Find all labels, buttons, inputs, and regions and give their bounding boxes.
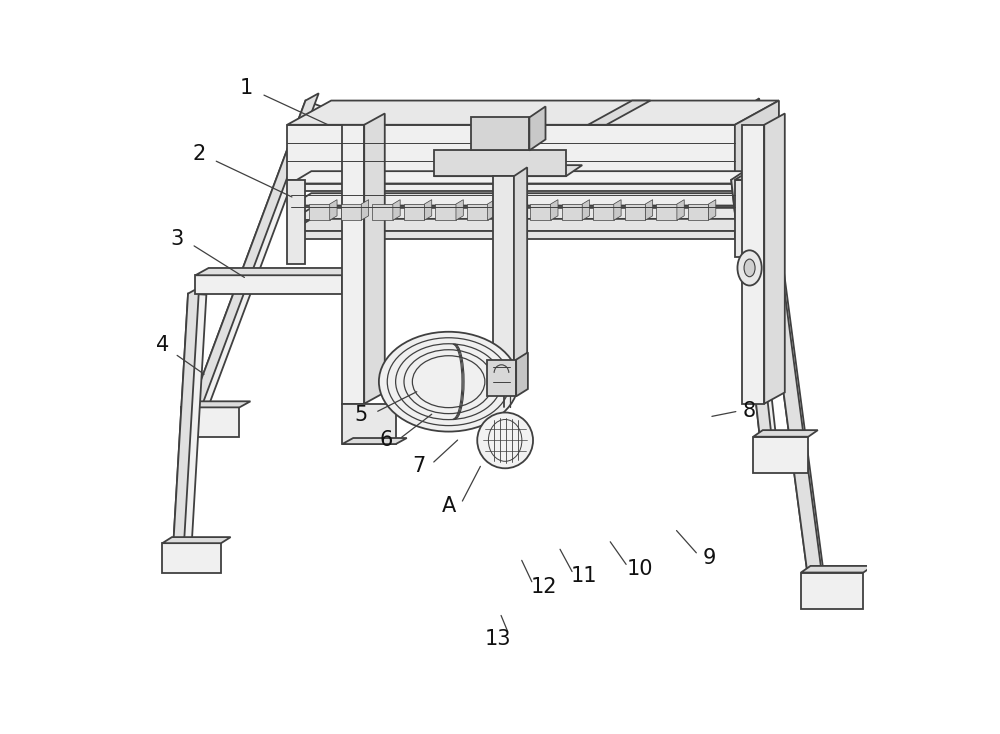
Polygon shape <box>342 438 407 444</box>
Polygon shape <box>181 407 239 437</box>
Polygon shape <box>516 352 528 396</box>
Polygon shape <box>291 171 755 184</box>
Polygon shape <box>456 200 463 220</box>
Polygon shape <box>488 200 495 220</box>
Polygon shape <box>529 106 546 150</box>
Polygon shape <box>735 167 774 180</box>
Polygon shape <box>645 200 653 220</box>
Polygon shape <box>364 114 385 404</box>
Text: 3: 3 <box>170 228 184 249</box>
Polygon shape <box>162 543 221 573</box>
Polygon shape <box>162 537 231 543</box>
Polygon shape <box>291 231 735 239</box>
Polygon shape <box>287 101 779 125</box>
Polygon shape <box>195 268 355 275</box>
Polygon shape <box>424 200 432 220</box>
Polygon shape <box>742 125 764 404</box>
Polygon shape <box>753 437 808 473</box>
Text: 5: 5 <box>354 404 367 425</box>
Ellipse shape <box>379 332 518 432</box>
Ellipse shape <box>744 259 755 277</box>
Polygon shape <box>404 204 424 220</box>
Polygon shape <box>291 220 735 231</box>
Text: 13: 13 <box>485 628 511 649</box>
Polygon shape <box>735 180 753 257</box>
Polygon shape <box>291 184 735 191</box>
Polygon shape <box>434 165 582 176</box>
Polygon shape <box>471 117 529 150</box>
Polygon shape <box>291 193 755 206</box>
Polygon shape <box>530 204 551 220</box>
Polygon shape <box>287 180 305 264</box>
Polygon shape <box>753 430 818 437</box>
Polygon shape <box>582 200 590 220</box>
Text: 8: 8 <box>743 401 756 421</box>
Polygon shape <box>487 360 516 396</box>
Polygon shape <box>467 204 488 220</box>
Polygon shape <box>291 208 755 220</box>
Text: 10: 10 <box>626 559 653 579</box>
Polygon shape <box>677 200 684 220</box>
Polygon shape <box>562 204 582 220</box>
Polygon shape <box>801 573 863 609</box>
Polygon shape <box>746 98 821 580</box>
Ellipse shape <box>737 250 762 286</box>
Polygon shape <box>372 204 393 220</box>
Polygon shape <box>393 200 400 220</box>
Polygon shape <box>551 200 558 220</box>
Polygon shape <box>341 204 361 220</box>
Polygon shape <box>731 172 772 444</box>
Polygon shape <box>688 204 708 220</box>
Polygon shape <box>435 204 456 220</box>
Text: 6: 6 <box>380 430 393 451</box>
Polygon shape <box>188 93 319 415</box>
Polygon shape <box>588 101 650 125</box>
Polygon shape <box>735 101 779 180</box>
Text: 9: 9 <box>703 548 716 568</box>
Polygon shape <box>493 176 514 367</box>
Polygon shape <box>361 200 369 220</box>
Polygon shape <box>309 204 330 220</box>
Text: 4: 4 <box>156 335 169 355</box>
Polygon shape <box>188 101 321 421</box>
Polygon shape <box>195 275 342 294</box>
Polygon shape <box>625 204 645 220</box>
Polygon shape <box>291 206 735 219</box>
Polygon shape <box>330 200 337 220</box>
Polygon shape <box>173 288 199 543</box>
Polygon shape <box>764 114 785 404</box>
Polygon shape <box>656 204 677 220</box>
Circle shape <box>477 413 533 468</box>
Text: 2: 2 <box>192 144 206 164</box>
Polygon shape <box>614 200 621 220</box>
Text: 11: 11 <box>571 566 598 586</box>
Text: 12: 12 <box>531 577 557 597</box>
Polygon shape <box>342 404 396 444</box>
Polygon shape <box>291 219 755 231</box>
Polygon shape <box>434 150 566 176</box>
Polygon shape <box>342 125 364 404</box>
Polygon shape <box>801 566 873 573</box>
Text: A: A <box>441 496 456 517</box>
Polygon shape <box>708 200 716 220</box>
Polygon shape <box>287 125 735 180</box>
Polygon shape <box>593 204 614 220</box>
Polygon shape <box>746 105 824 580</box>
Text: 7: 7 <box>413 456 426 476</box>
Polygon shape <box>181 401 250 407</box>
Polygon shape <box>519 200 526 220</box>
Polygon shape <box>173 294 206 544</box>
Polygon shape <box>499 204 519 220</box>
Text: 1: 1 <box>240 78 253 98</box>
Polygon shape <box>731 178 777 444</box>
Polygon shape <box>514 167 527 367</box>
